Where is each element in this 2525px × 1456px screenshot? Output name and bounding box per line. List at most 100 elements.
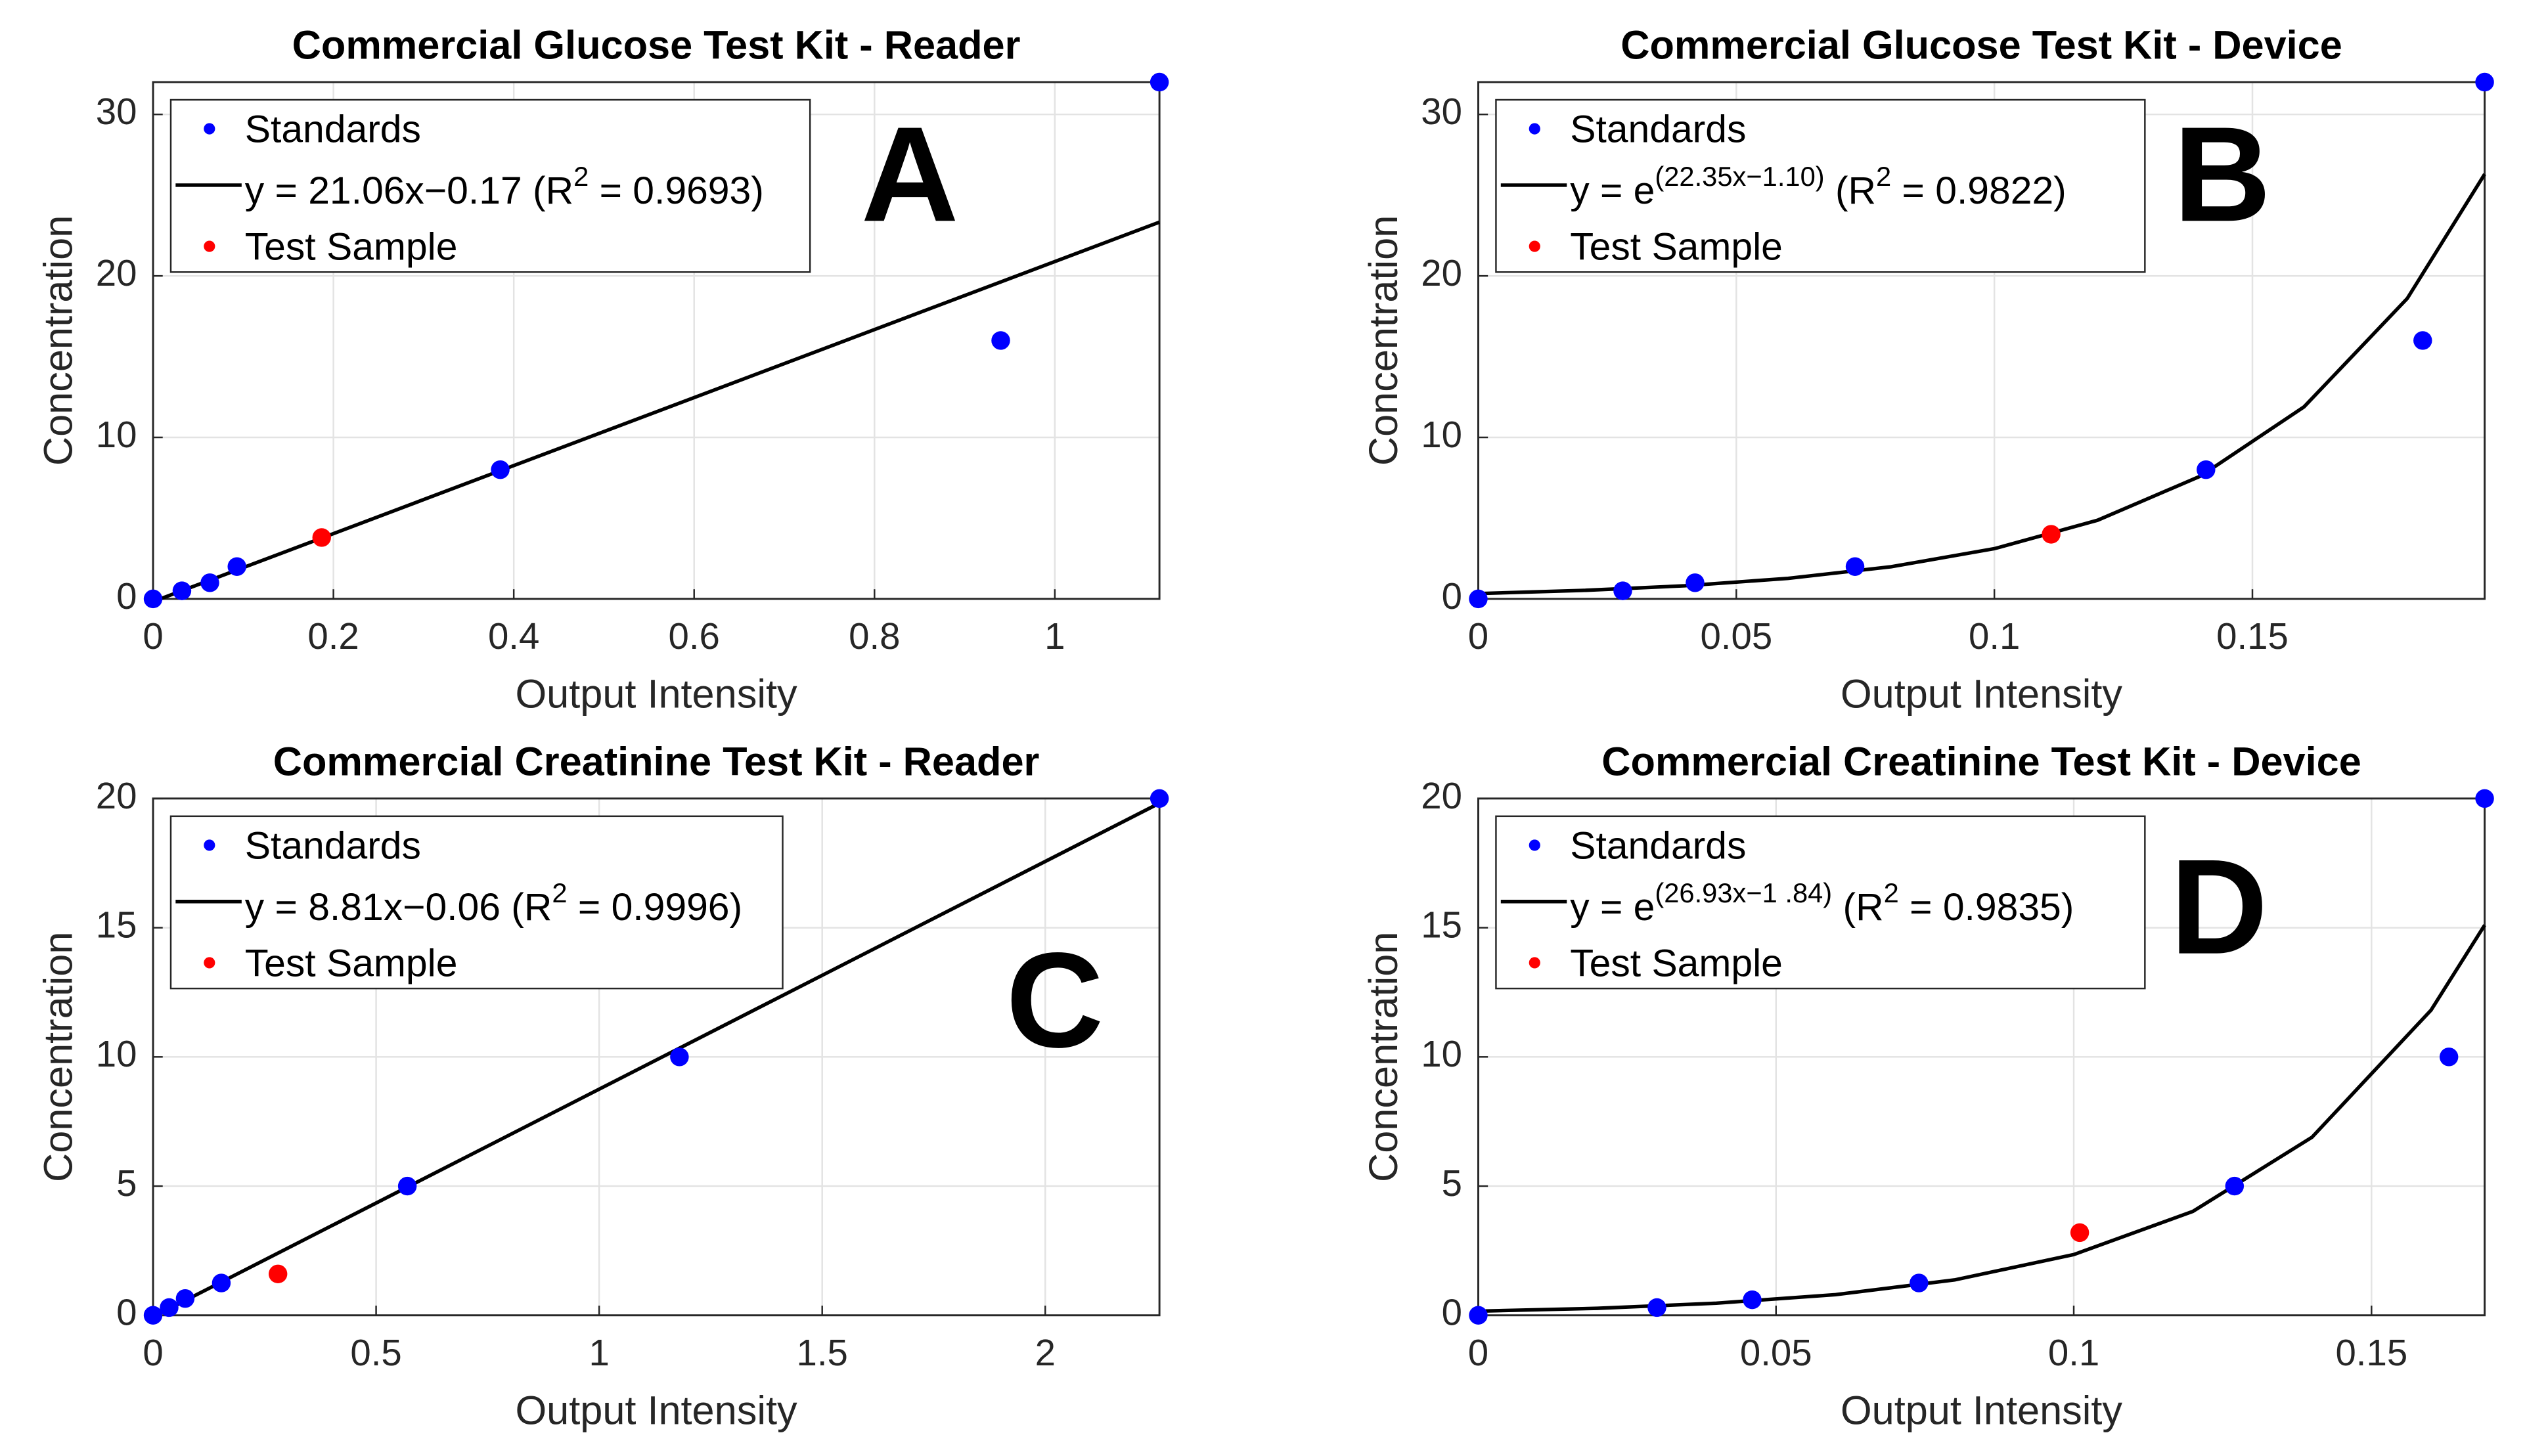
legend-marker (1529, 240, 1540, 252)
data-point (2475, 789, 2494, 808)
legend-label: Standards (245, 108, 421, 151)
y-axis-label: Concentration (1361, 215, 1406, 466)
data-point (1613, 581, 1632, 600)
legend-box (1495, 815, 2146, 990)
data-point (2475, 72, 2494, 92)
data-point (1686, 573, 1705, 592)
data-point (1469, 589, 1488, 609)
legend-label: Test Sample (245, 226, 458, 269)
legend-label-part: y = 21.06x−0.17 (R (245, 169, 573, 212)
legend-label-part: (R (1832, 886, 1883, 929)
x-tick-label: 0.05 (1740, 1332, 1812, 1373)
x-tick-label: 0.15 (2335, 1332, 2407, 1373)
y-axis-label: Concentration (35, 215, 80, 466)
y-tick-label: 15 (96, 904, 137, 945)
legend-label: y = 8.81x−0.06 (R2 = 0.9996) (245, 877, 742, 929)
x-tick-label: 0.2 (307, 615, 359, 657)
y-axis-label: Concentration (35, 932, 80, 1182)
data-point (312, 528, 331, 547)
legend-label: Test Sample (1570, 942, 1783, 984)
y-tick-label: 0 (1442, 1292, 1462, 1333)
y-tick-label: 30 (1421, 91, 1462, 132)
data-point (2070, 1223, 2089, 1243)
axes-box (152, 797, 1161, 1317)
axes-box (1477, 81, 2486, 600)
legend-marker (1529, 123, 1540, 135)
x-tick-label: 0 (1468, 615, 1488, 657)
panel-label: A (861, 99, 959, 250)
legend-label-part: 2 (552, 877, 567, 908)
panel-label: B (2174, 99, 2271, 250)
x-tick-label: 0.1 (2048, 1332, 2099, 1373)
legend-label-part: = 0.9693) (589, 169, 764, 212)
x-tick-label: 0.05 (1700, 615, 1772, 657)
x-tick-label: 0.8 (849, 615, 900, 657)
y-tick-label: 5 (1442, 1162, 1462, 1204)
legend-label-part: (22.35x−1.10) (1655, 161, 1824, 192)
data-point (160, 1298, 179, 1317)
data-point (2225, 1176, 2245, 1196)
axes-box (152, 81, 1161, 600)
axes-box (1477, 797, 2486, 1317)
y-tick-label: 0 (116, 1292, 137, 1333)
chart-title: Commercial Glucose Test Kit - Reader (292, 23, 1021, 68)
legend-marker (204, 839, 215, 851)
data-point (991, 331, 1010, 350)
y-tick-label: 0 (116, 575, 137, 617)
legend-label-part: = 0.9835) (1899, 886, 2074, 929)
data-point (1647, 1298, 1666, 1317)
x-axis-label: Output Intensity (516, 1388, 797, 1432)
data-point (227, 557, 246, 576)
x-tick-label: 0.5 (350, 1332, 401, 1373)
legend-box (169, 815, 784, 990)
data-point (1150, 789, 1169, 808)
data-point (200, 573, 219, 592)
y-tick-label: 20 (96, 252, 137, 294)
legend-label-part: y = 8.81x−0.06 (R (245, 886, 552, 929)
legend-label-part: y = e (1570, 169, 1655, 212)
x-tick-label: 0.4 (488, 615, 539, 657)
data-point (143, 589, 163, 609)
legend-label-part: 2 (573, 161, 589, 192)
x-axis-label: Output Intensity (1841, 672, 2122, 717)
data-point (1743, 1290, 1762, 1310)
legend-label: Test Sample (245, 942, 458, 984)
data-point (2413, 331, 2432, 350)
legend-label-part: y = e (1570, 886, 1655, 929)
x-axis-label: Output Intensity (1841, 1388, 2122, 1432)
data-point (175, 1289, 195, 1308)
y-tick-label: 20 (1421, 775, 1462, 816)
data-point (143, 1306, 163, 1325)
panel-label: C (1006, 925, 1104, 1076)
data-point (670, 1048, 689, 1067)
x-tick-label: 0 (143, 1332, 163, 1373)
legend-label: Test Sample (1570, 226, 1783, 269)
y-tick-label: 10 (96, 1033, 137, 1074)
legend-marker (204, 240, 215, 252)
legend-label-part: 2 (1876, 161, 1891, 192)
y-tick-label: 5 (116, 1162, 137, 1204)
data-point (268, 1264, 288, 1284)
y-tick-label: 30 (96, 91, 137, 132)
legend-box (169, 99, 811, 273)
legend-marker (204, 957, 215, 969)
data-point (397, 1176, 417, 1196)
data-point (212, 1273, 231, 1292)
data-point (2042, 525, 2061, 544)
data-point (1150, 72, 1169, 92)
x-tick-label: 1.5 (797, 1332, 848, 1373)
legend-marker (1529, 839, 1540, 851)
legend-label: y = 21.06x−0.17 (R2 = 0.9693) (245, 161, 764, 212)
legend-label: y = e(26.93x−1 .84) (R2 = 0.9835) (1570, 877, 2074, 929)
x-tick-label: 0 (1468, 1332, 1488, 1373)
x-tick-label: 0.6 (669, 615, 720, 657)
x-tick-label: 1 (1044, 615, 1065, 657)
y-axis-label: Concentration (1361, 932, 1406, 1182)
legend-marker (204, 123, 215, 135)
fit-line (155, 801, 1161, 1317)
legend-marker (1529, 957, 1540, 969)
